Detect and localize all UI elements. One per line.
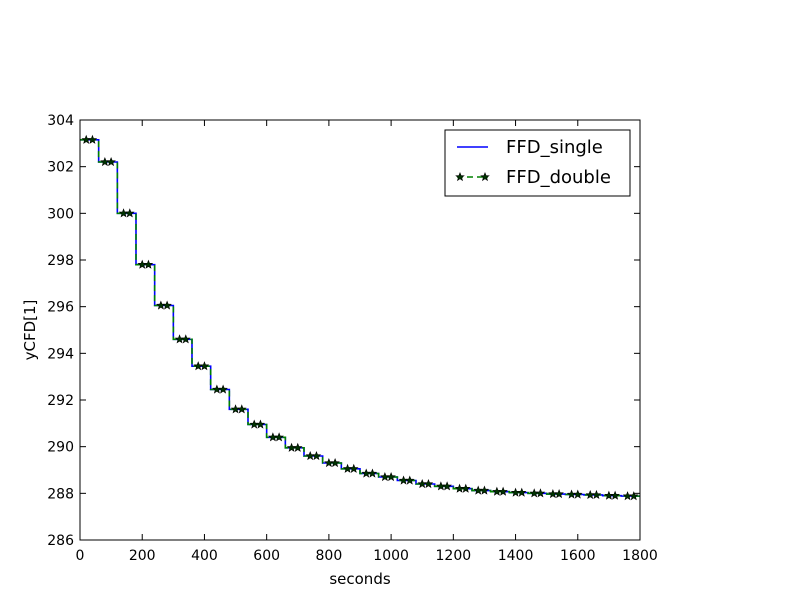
y-tick-label: 302 <box>47 160 74 176</box>
data-point-ffd-double <box>535 488 546 498</box>
data-point-ffd-double <box>162 300 172 310</box>
legend-label-ffd-double: FFD_double <box>506 167 611 188</box>
x-tick-label: 200 <box>129 548 156 564</box>
data-point-ffd-double <box>386 471 396 482</box>
data-point-ffd-double <box>87 134 98 144</box>
y-tick-label: 298 <box>47 253 74 269</box>
data-point-ffd-double <box>516 487 527 497</box>
data-point-ffd-double <box>442 481 452 491</box>
legend-label-ffd-single: FFD_single <box>506 137 603 158</box>
markers-layer <box>81 134 639 501</box>
y-tick-label: 294 <box>47 346 74 362</box>
data-point-ffd-double <box>330 457 340 468</box>
y-tick-label: 292 <box>47 393 74 409</box>
legend-star-marker <box>455 171 465 182</box>
x-axis-label: seconds <box>329 570 390 588</box>
x-tick-label: 600 <box>253 548 280 564</box>
y-tick-label: 300 <box>47 206 74 222</box>
data-point-ffd-double <box>143 259 154 269</box>
x-tick-label: 1200 <box>436 548 472 564</box>
data-point-ffd-double <box>199 361 210 371</box>
data-point-ffd-double <box>591 489 602 500</box>
data-point-ffd-double <box>572 489 583 499</box>
data-point-ffd-double <box>628 491 639 501</box>
data-point-ffd-double <box>236 404 247 414</box>
data-point-ffd-double <box>404 475 415 485</box>
y-axis-label: yCFD[1] <box>21 300 39 361</box>
data-point-ffd-double <box>554 488 564 499</box>
x-tick-label: 1800 <box>622 548 658 564</box>
series-layer <box>80 139 640 497</box>
y-tick-label: 304 <box>47 113 74 129</box>
legend: FFD_single FFD_double <box>444 129 631 197</box>
x-tick-label: 1400 <box>498 548 534 564</box>
plot-frame <box>79 119 641 541</box>
y-tick-label: 286 <box>47 533 74 549</box>
x-tick-label: 0 <box>76 548 85 564</box>
tick-labels: 0 200 400 600 800 1000 1200 1400 1600 1800 286 288 2… <box>47 113 658 564</box>
data-point-ffd-double <box>106 156 116 167</box>
data-point-ffd-double <box>460 483 471 493</box>
data-point-ffd-double <box>180 334 191 344</box>
x-tick-label: 1600 <box>560 548 596 564</box>
data-point-ffd-double <box>348 463 359 473</box>
series-line-ffd-double <box>80 139 640 497</box>
data-point-ffd-double <box>367 468 378 478</box>
data-point-ffd-double <box>124 208 135 218</box>
x-tick-label: 800 <box>316 548 343 564</box>
data-point-ffd-double <box>255 419 266 429</box>
data-point-ffd-double <box>423 478 434 489</box>
data-point-ffd-double <box>479 485 490 495</box>
x-tick-label: 1000 <box>373 548 409 564</box>
data-point-ffd-double <box>498 486 508 496</box>
y-tick-label: 290 <box>47 440 74 456</box>
data-point-ffd-double <box>292 442 303 452</box>
x-tick-label: 400 <box>191 548 218 564</box>
data-point-ffd-double <box>311 450 322 461</box>
y-tick-label: 296 <box>47 300 74 316</box>
data-point-ffd-double <box>218 384 228 394</box>
y-tick-label: 288 <box>47 486 74 502</box>
legend-star-marker <box>480 171 490 182</box>
data-point-ffd-double <box>274 432 284 442</box>
data-point-ffd-double <box>610 490 620 500</box>
legend-box <box>444 129 631 197</box>
